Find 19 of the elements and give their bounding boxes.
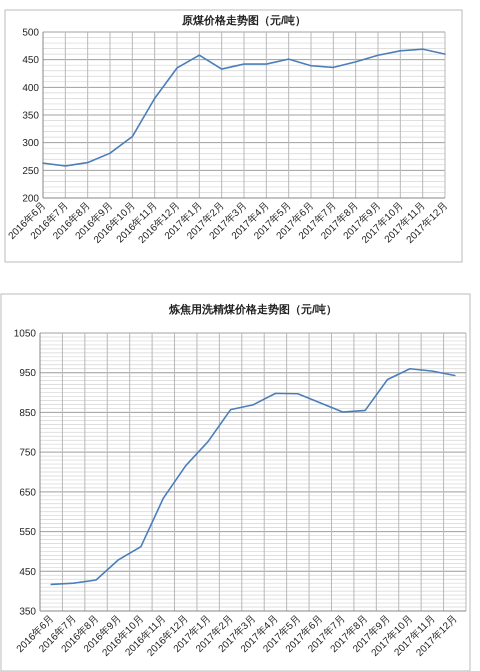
- y-tick-label: 300: [22, 138, 40, 150]
- y-tick-label: 850: [19, 408, 36, 419]
- y-tick-label: 450: [22, 55, 40, 66]
- y-tick-label: 200: [22, 194, 40, 204]
- y-tick-label: 1050: [14, 328, 36, 340]
- line-series: [50, 368, 456, 586]
- y-tick-label: 350: [22, 110, 40, 122]
- y-tick-label: 950: [19, 368, 36, 380]
- y-tick-label: 250: [22, 166, 40, 177]
- y-tick-label: 750: [19, 448, 36, 459]
- chart-title: 原煤价格走势图（元/吨）: [180, 14, 306, 27]
- y-tick-label: 450: [19, 566, 36, 578]
- y-tick-label: 500: [22, 28, 40, 38]
- line-series: [42, 48, 446, 167]
- y-tick-label: 550: [19, 527, 36, 538]
- y-tick-label: 650: [19, 487, 36, 498]
- y-tick-label: 400: [22, 82, 40, 94]
- y-tick-label: 350: [19, 606, 36, 618]
- chart-title: 炼焦用洗精煤价格走势图（元/吨）: [168, 303, 338, 316]
